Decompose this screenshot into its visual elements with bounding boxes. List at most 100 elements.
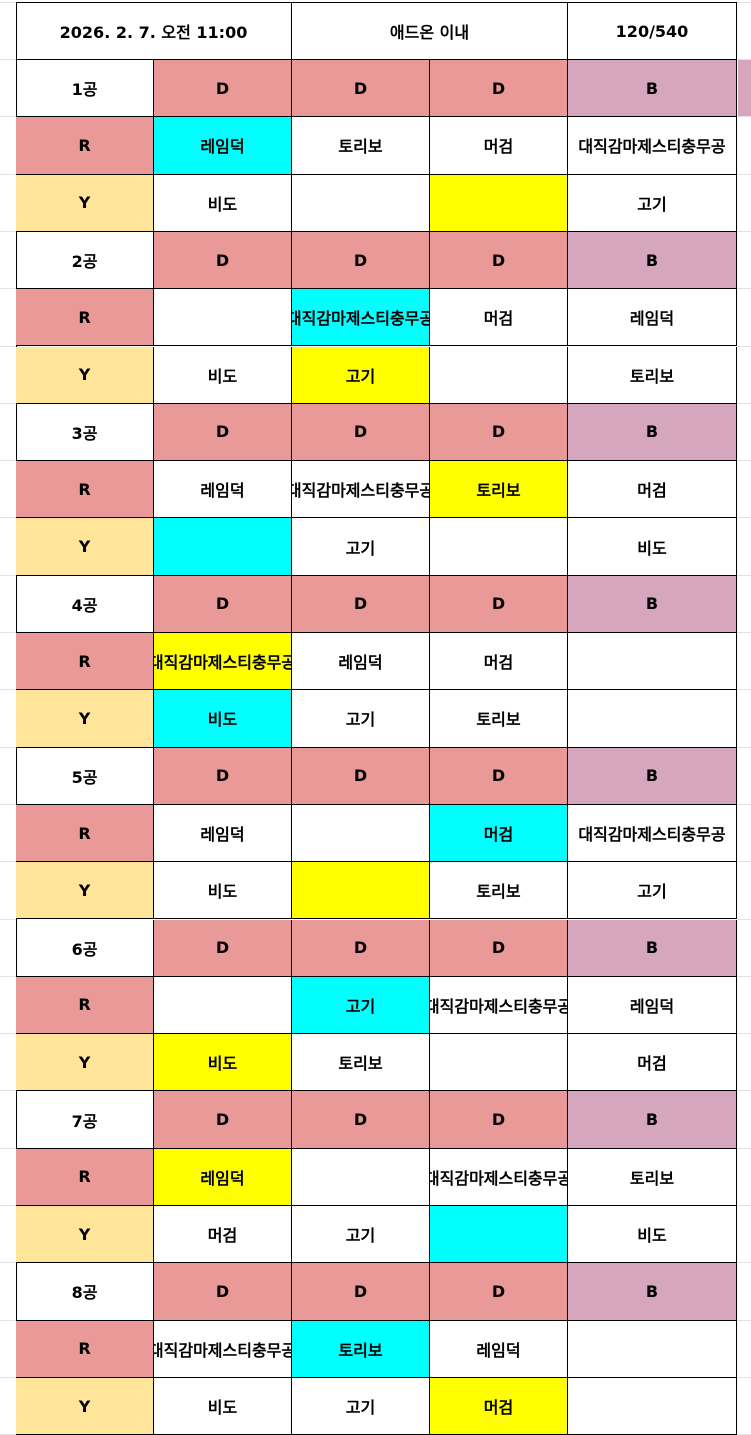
cell: B <box>568 1263 737 1321</box>
cell: 머검 <box>430 1377 568 1435</box>
cell: R <box>16 1320 154 1378</box>
grid-line <box>0 1147 16 1149</box>
grid-line <box>0 1376 16 1378</box>
cell: 비도 <box>154 862 292 920</box>
cell: 레임덕 <box>568 289 737 347</box>
cell <box>292 804 430 863</box>
cell <box>430 1034 568 1092</box>
cell: 고기 <box>568 862 737 920</box>
cell <box>154 518 292 576</box>
grid-line <box>737 59 751 60</box>
cell <box>568 690 737 748</box>
cell: D <box>430 1263 568 1321</box>
grid-line <box>0 861 16 863</box>
grid-line <box>0 460 16 462</box>
cell: 비도 <box>154 1377 292 1435</box>
grid-line <box>737 861 751 863</box>
grid-line <box>0 975 16 977</box>
grid-line <box>0 1033 16 1035</box>
grid-line <box>737 288 751 290</box>
cell: D <box>154 60 292 118</box>
grid-line <box>0 803 16 805</box>
cell: D <box>292 575 430 633</box>
cell: 1공 <box>16 60 154 118</box>
cell: D <box>430 1091 568 1149</box>
cell: B <box>568 403 737 462</box>
cell: R <box>16 289 154 347</box>
header-cell: 120/540 <box>568 3 737 60</box>
cell: 대직감마제스티충무공 <box>430 976 568 1035</box>
header-cell: 2026. 2. 7. 오전 11:00 <box>16 3 292 60</box>
cell: D <box>292 919 430 977</box>
cell: D <box>154 1091 292 1149</box>
cell: Y <box>16 346 154 404</box>
cell <box>430 518 568 576</box>
cell: 비도 <box>154 1034 292 1092</box>
grid-line <box>737 402 751 404</box>
cell: 머검 <box>430 117 568 175</box>
cell: 고기 <box>292 1206 430 1264</box>
cell: D <box>154 919 292 977</box>
cell: 토리보 <box>292 117 430 175</box>
grid-line <box>0 1262 16 1264</box>
grid-line <box>737 1319 751 1321</box>
cell: R <box>16 633 154 691</box>
grid-line <box>737 2 751 3</box>
cell: 비도 <box>154 690 292 748</box>
cell: 토리보 <box>430 461 568 519</box>
cell: 3공 <box>16 403 154 462</box>
cell: 머검 <box>430 804 568 863</box>
cell: 대직감마제스티충무공 <box>154 633 292 691</box>
grid-line <box>737 1147 751 1149</box>
cell: B <box>568 575 737 633</box>
header-cell: 애드온 이내 <box>292 3 568 60</box>
cell: 8공 <box>16 1263 154 1321</box>
cell: D <box>292 403 430 462</box>
cell: D <box>154 231 292 290</box>
grid-line <box>0 918 16 920</box>
cell: Y <box>16 1377 154 1435</box>
overflow-cell <box>738 60 751 118</box>
cell: 4공 <box>16 575 154 633</box>
cell: Y <box>16 174 154 232</box>
cell: D <box>430 231 568 290</box>
cell: 6공 <box>16 919 154 977</box>
grid-line <box>0 173 16 175</box>
cell <box>430 346 568 404</box>
grid-line <box>737 975 751 977</box>
cell: 머검 <box>154 1206 292 1264</box>
cell: 고기 <box>292 346 430 404</box>
cell: D <box>430 747 568 805</box>
cell: 머검 <box>430 289 568 347</box>
grid-line <box>737 632 751 633</box>
cell: 토리보 <box>568 346 737 404</box>
cell: D <box>430 919 568 977</box>
cell <box>430 174 568 232</box>
grid-line <box>737 1090 751 1092</box>
cell: 5공 <box>16 747 154 805</box>
cell: D <box>292 231 430 290</box>
grid-line <box>0 345 16 347</box>
cell: 레임덕 <box>430 1320 568 1378</box>
cell: 레임덕 <box>154 1148 292 1206</box>
cell: B <box>568 1091 737 1149</box>
cell: 비도 <box>154 174 292 232</box>
cell: 머검 <box>430 633 568 691</box>
cell <box>430 1206 568 1264</box>
cell: Y <box>16 690 154 748</box>
cell: R <box>16 1148 154 1206</box>
grid-line <box>0 517 16 519</box>
cell <box>154 976 292 1035</box>
cell: 대직감마제스티충무공 <box>430 1148 568 1206</box>
grid-line <box>737 1262 751 1264</box>
cell: D <box>154 747 292 805</box>
grid-line <box>0 288 16 290</box>
cell: B <box>568 747 737 805</box>
cell <box>568 1320 737 1378</box>
cell: D <box>430 403 568 462</box>
grid-line <box>737 803 751 805</box>
cell: R <box>16 461 154 519</box>
cell: 레임덕 <box>154 117 292 175</box>
grid-line <box>0 1205 16 1206</box>
cell: D <box>292 60 430 118</box>
